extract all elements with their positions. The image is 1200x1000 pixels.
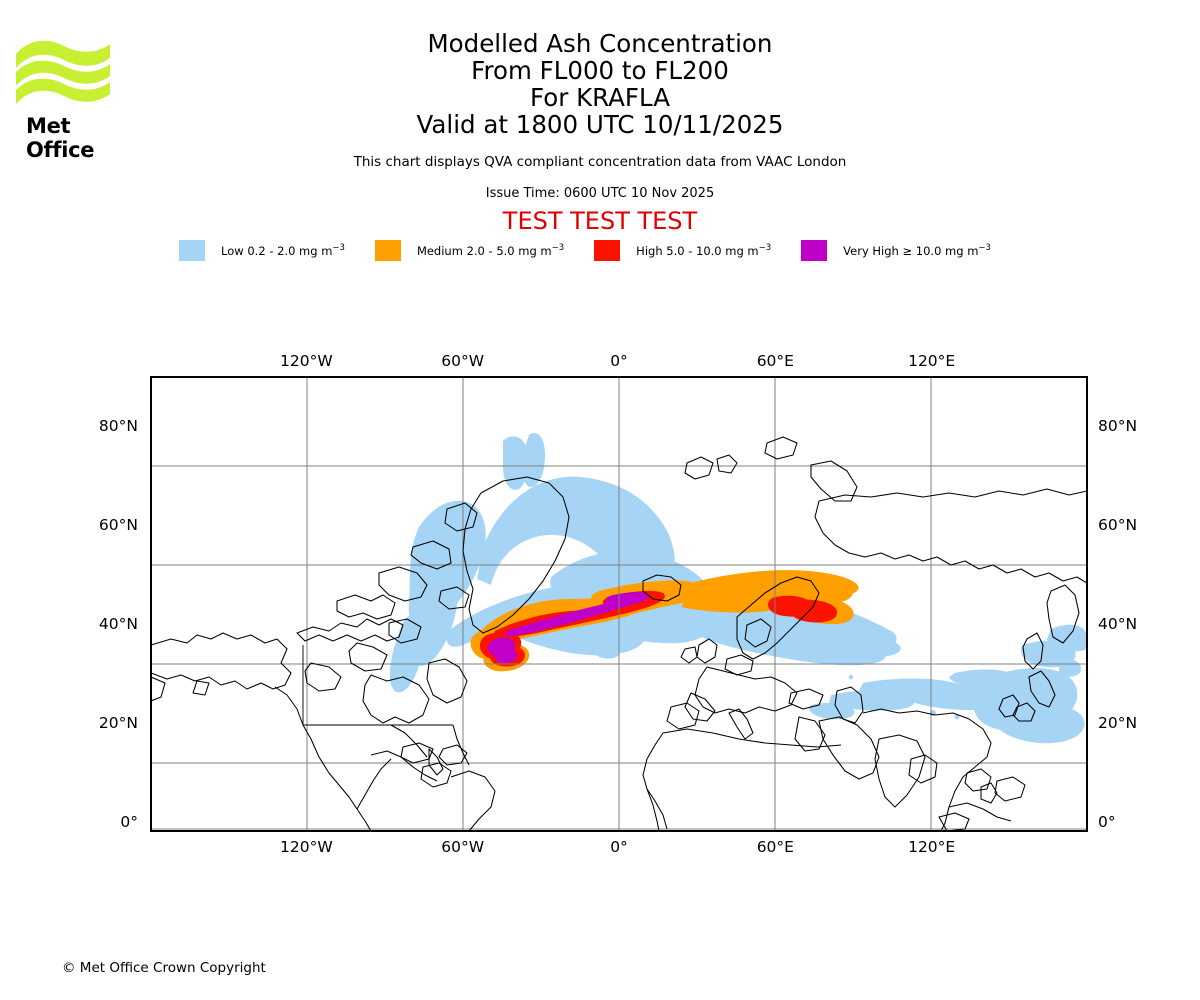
met-office-logo: Met Office [14, 26, 124, 162]
y-axis-tick-label: 60°N [98, 515, 138, 534]
x-axis-tick-label: 60°W [441, 352, 485, 370]
issue-time: Issue Time: 0600 UTC 10 Nov 2025 [485, 186, 715, 201]
y-axis-tick-label: 40°N [1098, 614, 1138, 633]
chart-header: Modelled Ash Concentration From FL000 to… [0, 0, 1200, 235]
y-axis-tick-label: 0° [1098, 813, 1116, 832]
y-axis-tick-label: 40°N [98, 614, 138, 633]
y-axis-tick-label: 20°N [1098, 713, 1138, 732]
legend-swatch [179, 240, 206, 261]
y-axis-tick-label: 60°N [1098, 515, 1138, 534]
map-gridlines [151, 377, 1087, 831]
x-axis-tick-label: 0° [610, 352, 628, 370]
legend-swatch [374, 240, 401, 261]
concentration-legend: Low 0.2 - 2.0 mg m−3 Medium 2.0 - 5.0 mg … [0, 240, 1200, 261]
ash-layer-very-high [487, 592, 650, 664]
page-title-line-3: For KRAFLA [530, 83, 670, 112]
x-axis-tick-label: 120°E [908, 838, 956, 856]
legend-label: Medium 2.0 - 5.0 mg m−3 [416, 243, 565, 258]
copyright-notice: © Met Office Crown Copyright [62, 960, 266, 976]
legend-item: Low 0.2 - 2.0 mg m−3 [179, 240, 375, 261]
legend-item: Medium 2.0 - 5.0 mg m−3 [374, 240, 594, 261]
x-axis-tick-label: 60°W [441, 838, 485, 856]
met-office-waves-icon [16, 40, 110, 104]
y-axis-tick-label: 0° [120, 813, 138, 832]
legend-label: Very High ≥ 10.0 mg m−3 [843, 243, 991, 258]
x-axis-tick-label: 120°E [908, 352, 956, 370]
y-axis-tick-label: 80°N [98, 416, 138, 435]
map-plot-area [150, 376, 1088, 832]
met-office-wordmark: Met Office [26, 114, 95, 162]
y-axis-tick-label: 20°N [98, 713, 138, 732]
page-title-line-2: From FL000 to FL200 [471, 56, 729, 85]
world-ash-concentration-map [151, 377, 1087, 831]
x-axis-tick-label: 0° [610, 838, 628, 856]
page-title-line-4: Valid at 1800 UTC 10/11/2025 [416, 110, 784, 139]
legend-item: Very High ≥ 10.0 mg m−3 [801, 240, 1021, 261]
y-axis-tick-label: 80°N [1098, 416, 1138, 435]
x-axis-tick-label: 120°W [279, 838, 333, 856]
x-axis-tick-label: 60°E [756, 352, 794, 370]
legend-label: Low 0.2 - 2.0 mg m−3 [221, 243, 345, 258]
x-axis-tick-label: 120°W [279, 352, 333, 370]
test-banner: TEST TEST TEST [502, 207, 698, 235]
legend-swatch [594, 240, 621, 261]
coastline-outlines [151, 436, 1087, 831]
legend-item: High 5.0 - 10.0 mg m−3 [594, 240, 801, 261]
chart-subtitle: This chart displays QVA compliant concen… [353, 154, 847, 170]
legend-label: High 5.0 - 10.0 mg m−3 [636, 243, 772, 258]
page-title-line-1: Modelled Ash Concentration [427, 29, 773, 58]
x-axis-tick-label: 60°E [756, 838, 794, 856]
legend-swatch [801, 240, 828, 261]
